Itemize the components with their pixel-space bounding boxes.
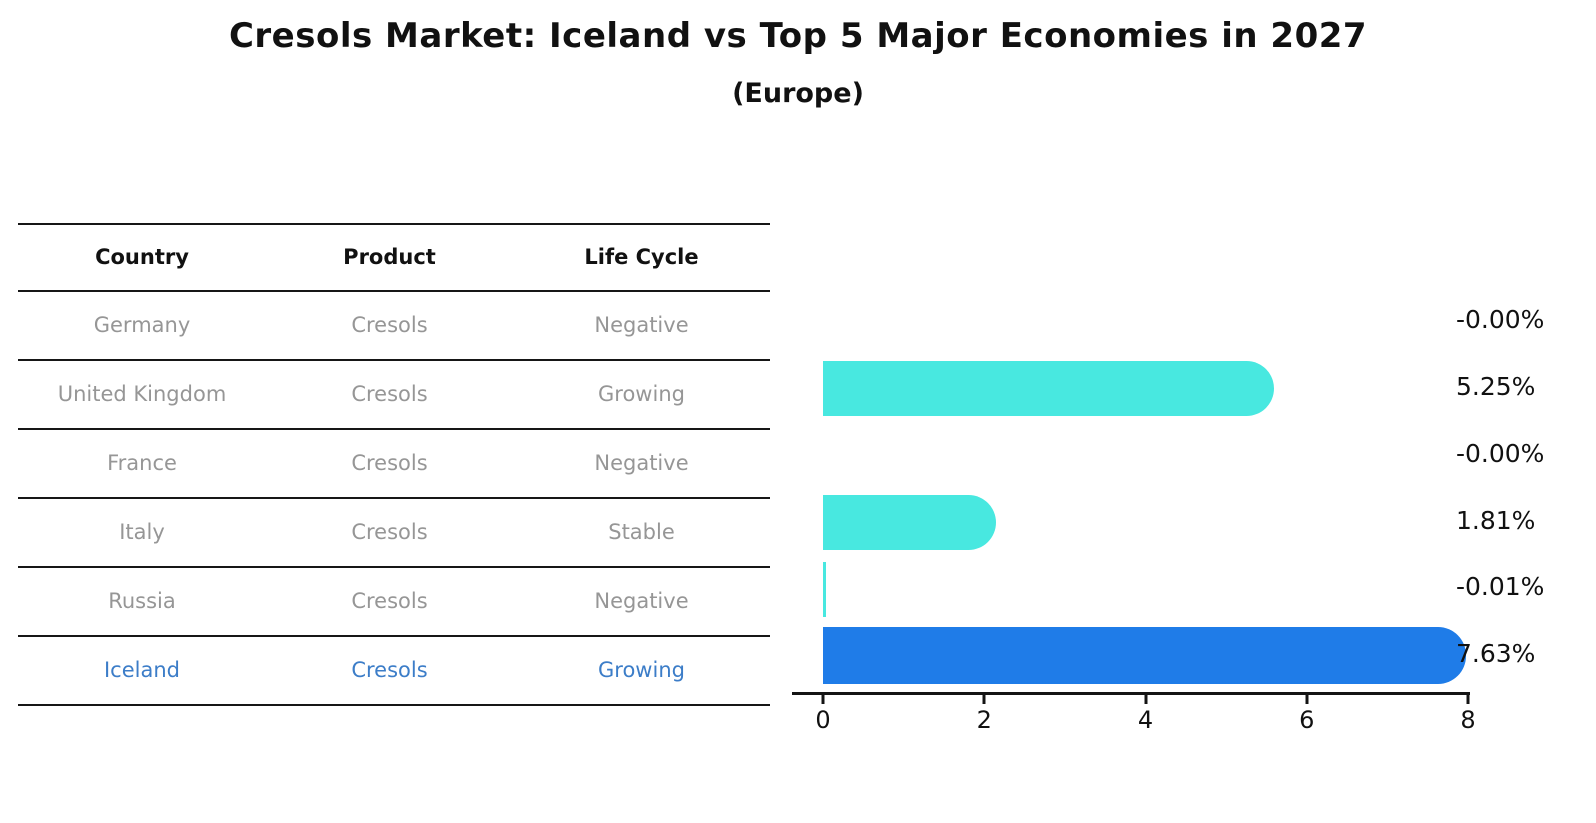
cell-lifecycle: Negative [594, 451, 689, 475]
cell-country: Iceland [103, 658, 180, 682]
x-tick [1305, 695, 1309, 704]
cell-country: Germany [93, 313, 191, 337]
x-tick-label: 0 [815, 706, 831, 734]
x-tick [1144, 695, 1147, 704]
col-header-lifecycle: Life Cycle [584, 245, 699, 269]
bar-iceland [823, 627, 1466, 684]
table-row: France Cresols Negative [18, 430, 770, 499]
table-row: Germany Cresols Negative [18, 292, 770, 361]
cell-country: France [107, 451, 177, 475]
x-tick-label: 4 [1137, 706, 1154, 734]
table-header-row: Country Product Life Cycle [18, 225, 770, 292]
value-label: 1.81% [1456, 506, 1536, 535]
cell-product: Cresols [351, 589, 428, 613]
bar-italy [823, 495, 997, 550]
cell-country: Russia [108, 589, 176, 613]
cell-lifecycle: Negative [594, 313, 689, 337]
table-row-highlight-iceland: Iceland Cresols Growing [18, 637, 770, 706]
col-header-country: Country [95, 245, 189, 269]
cell-product: Cresols [351, 382, 428, 406]
col-header-product: Product [343, 245, 436, 269]
comparison-table: Country Product Life Cycle Germany Creso… [18, 223, 770, 706]
chart-title: Cresols Market: Iceland vs Top 5 Major E… [228, 16, 1368, 56]
x-axis-line [792, 692, 1470, 695]
value-label: -0.00% [1456, 305, 1545, 334]
cell-country: Italy [119, 520, 165, 544]
table-row: United Kingdom Cresols Growing [18, 361, 770, 430]
table-row: Russia Cresols Negative [18, 568, 770, 637]
x-tick-label: 8 [1460, 706, 1476, 734]
x-tick-label: 2 [976, 706, 992, 734]
x-tick [982, 695, 986, 704]
value-label: -0.00% [1456, 439, 1545, 468]
cell-country: United Kingdom [57, 382, 227, 406]
table-row: Italy Cresols Stable [18, 499, 770, 568]
cell-product: Cresols [351, 658, 428, 682]
chart-subtitle: (Europe) [732, 78, 864, 109]
cell-lifecycle: Negative [594, 589, 689, 613]
value-label: 5.25% [1456, 372, 1536, 401]
cell-lifecycle: Growing [598, 382, 685, 406]
x-tick-label: 6 [1299, 706, 1315, 734]
cell-product: Cresols [351, 313, 428, 337]
x-tick [821, 695, 825, 704]
cell-product: Cresols [351, 520, 428, 544]
cell-lifecycle: Stable [608, 520, 675, 544]
bar-united-kingdom [823, 361, 1274, 416]
cell-product: Cresols [351, 451, 428, 475]
cell-lifecycle: Growing [598, 658, 685, 682]
x-tick [1466, 695, 1470, 704]
value-label: 7.63% [1456, 639, 1536, 668]
bar-russia [823, 562, 826, 617]
value-label: -0.01% [1456, 572, 1545, 601]
